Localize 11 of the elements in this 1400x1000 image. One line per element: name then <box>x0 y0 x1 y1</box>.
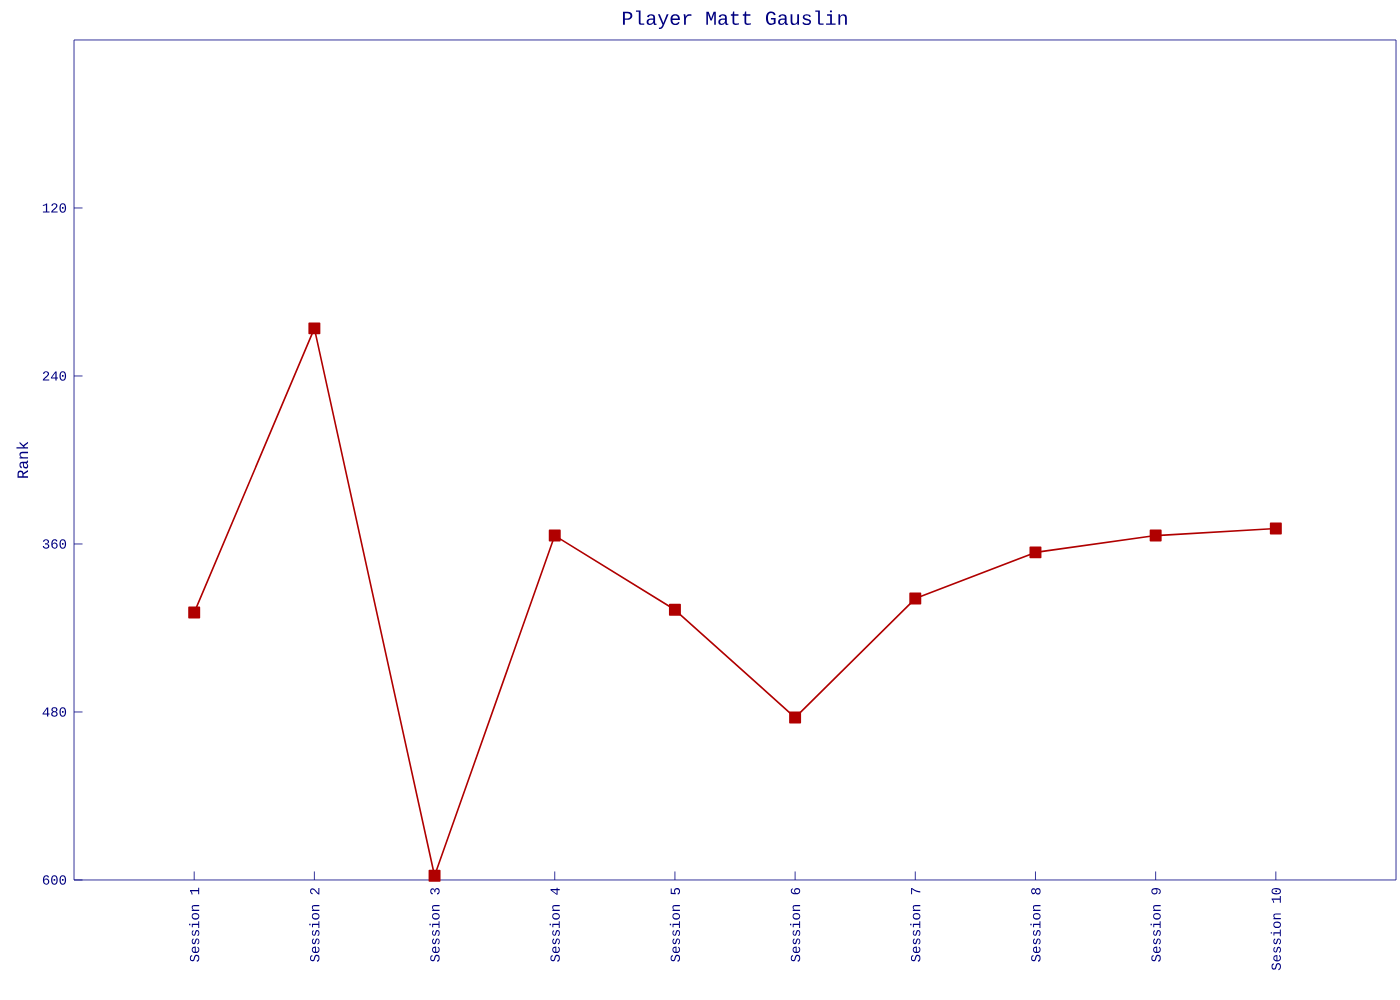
point <box>1269 522 1282 535</box>
point <box>1029 546 1042 559</box>
point <box>188 606 201 619</box>
point <box>909 592 922 605</box>
point <box>1149 529 1162 542</box>
point <box>428 869 441 882</box>
point <box>548 529 561 542</box>
point <box>668 603 681 616</box>
point <box>789 711 802 724</box>
chart-title: Player Matt Gauslin <box>622 10 847 29</box>
point <box>308 322 321 335</box>
